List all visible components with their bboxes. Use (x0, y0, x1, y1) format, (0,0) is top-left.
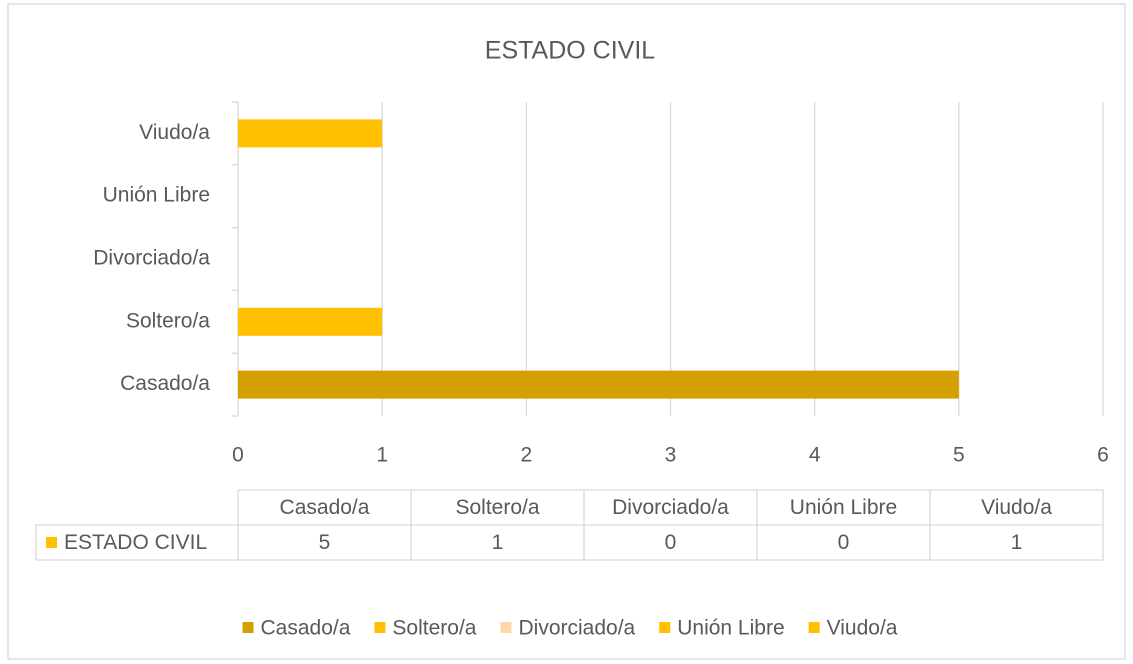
x-tick-label: 2 (520, 444, 532, 467)
x-tick-label: 3 (665, 444, 677, 467)
table-header: Divorciado/a (612, 496, 729, 519)
table-header: Viudo/a (981, 496, 1052, 519)
table-value: 5 (319, 531, 331, 554)
y-tick-label: Soltero/a (126, 309, 210, 332)
bar (238, 370, 959, 399)
x-tick-label: 5 (953, 444, 965, 467)
x-tick-label: 6 (1097, 444, 1109, 467)
legend-label: Casado/a (261, 617, 351, 640)
y-tick-label: Viudo/a (139, 121, 210, 144)
legend-key (374, 622, 386, 633)
chart-title: ESTADO CIVIL (485, 37, 656, 65)
table-value: 0 (665, 531, 677, 554)
table-series-name: ESTADO CIVIL (64, 531, 207, 554)
x-tick-label: 4 (809, 444, 821, 467)
legend-key (808, 622, 820, 633)
x-tick-label: 1 (376, 444, 388, 467)
legend-label: Divorciado/a (518, 617, 635, 640)
table-header: Casado/a (280, 496, 370, 519)
y-tick-label: Unión Libre (103, 184, 210, 207)
legend-key (659, 622, 671, 633)
bar (238, 119, 383, 148)
legend-label: Soltero/a (392, 617, 476, 640)
table-value: 0 (838, 531, 850, 554)
y-tick-label: Divorciado/a (93, 247, 210, 270)
table-header: Unión Libre (790, 496, 897, 519)
chart-border (7, 3, 1126, 660)
table-value: 1 (492, 531, 504, 554)
table-value: 1 (1011, 531, 1023, 554)
legend-label: Viudo/a (827, 617, 898, 640)
legend-key (500, 622, 512, 633)
legend-label: Unión Libre (677, 617, 784, 640)
legend-key (46, 537, 57, 548)
legend-key (242, 622, 254, 633)
y-tick-label: Casado/a (120, 372, 210, 395)
table-header: Soltero/a (455, 496, 539, 519)
table-border (35, 489, 1104, 561)
x-tick-label: 0 (232, 444, 244, 467)
bar (238, 307, 383, 336)
